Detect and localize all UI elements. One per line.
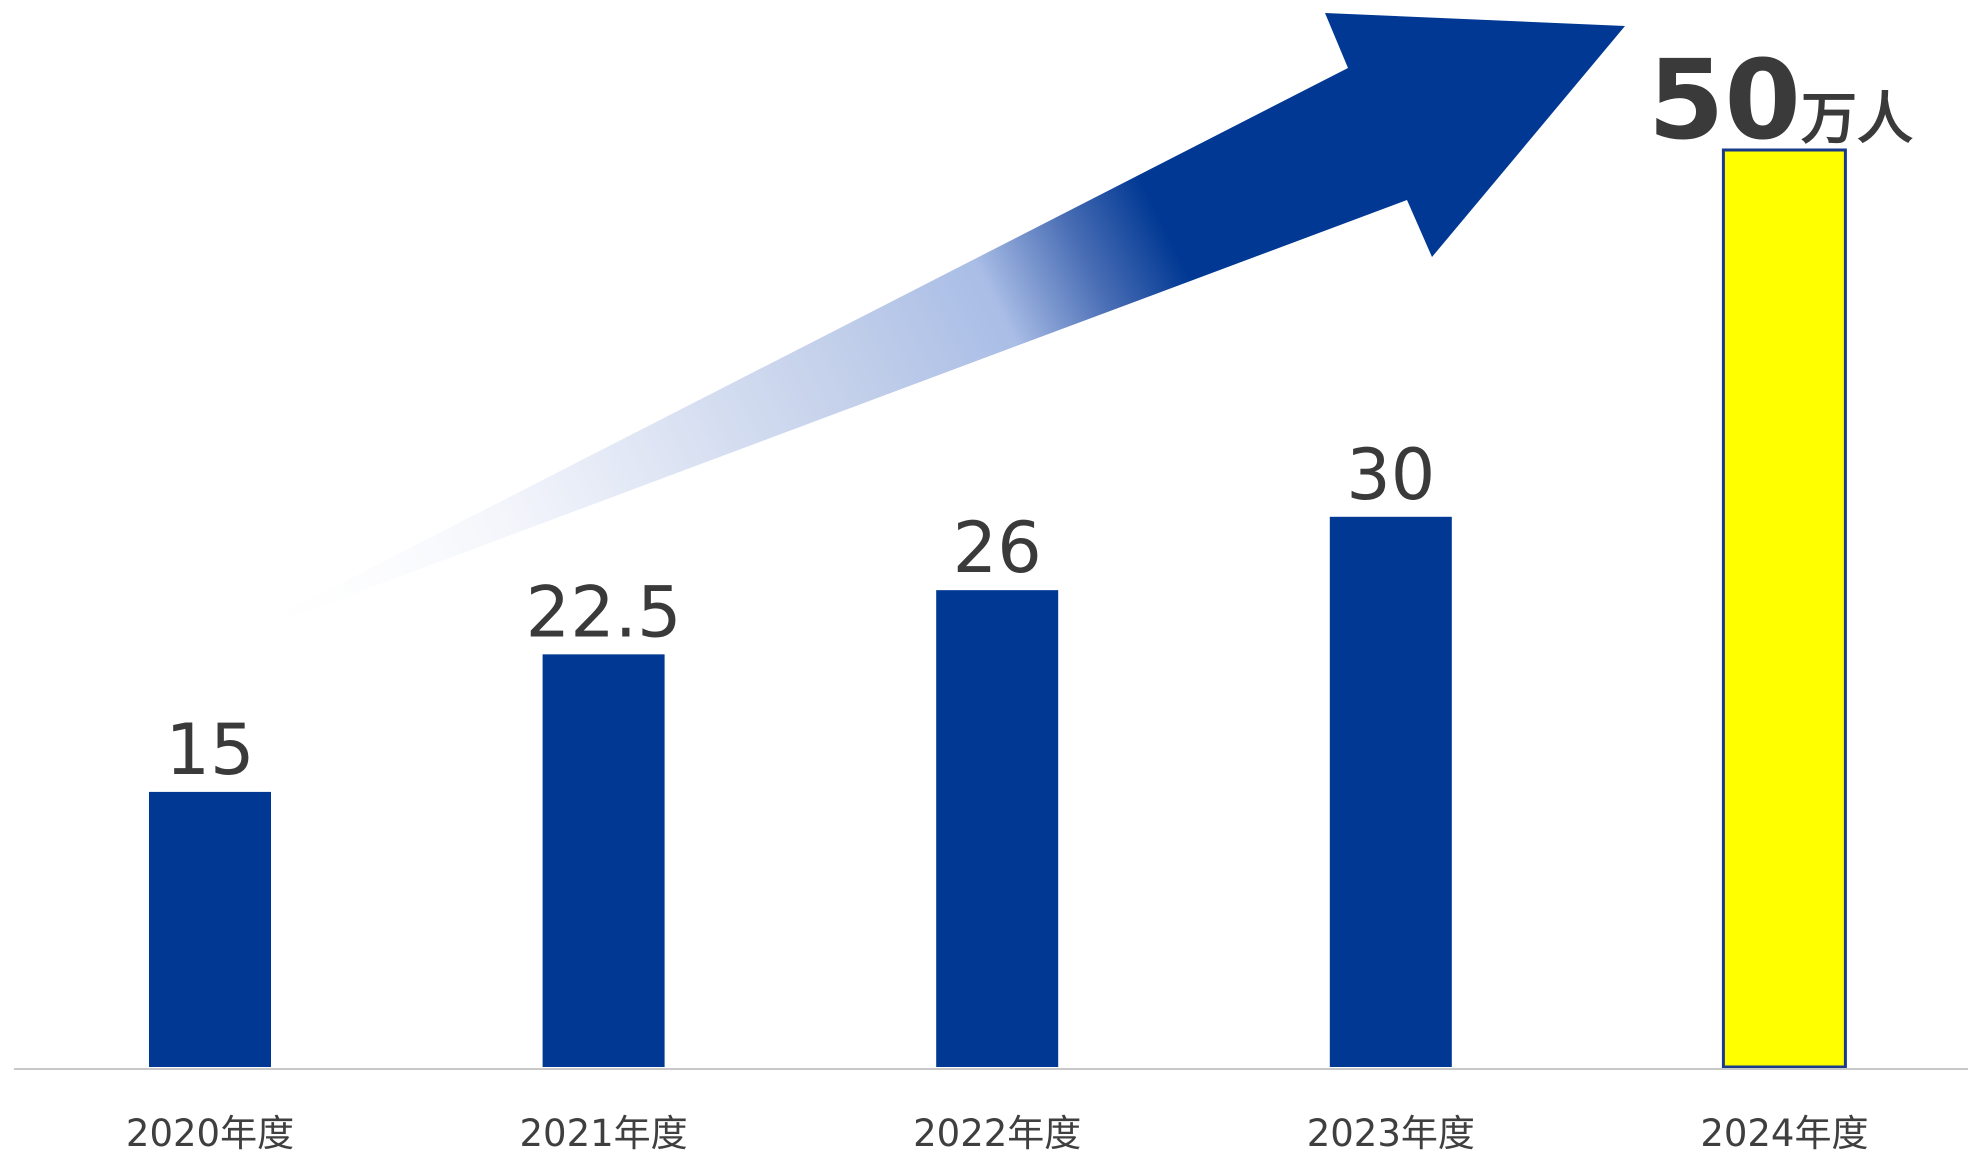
value-label-2021年度: 22.5: [526, 571, 682, 653]
x-tick-labels-group: 2020年度 2021年度 2022年度 2023年度 2024年度: [126, 1112, 1869, 1154]
bar-2020年度: [149, 791, 271, 1067]
bar-2022年度: [936, 590, 1059, 1067]
tick-label-2022年度: 2022年度: [913, 1112, 1081, 1154]
growth-arrow: [230, 13, 1625, 640]
bar-2021年度: [542, 654, 665, 1067]
value-label-number: 50: [1648, 36, 1801, 164]
bars-group: [149, 148, 1847, 1069]
value-label-2022年度: 26: [953, 507, 1042, 589]
value-label-2020年度: 15: [165, 709, 254, 791]
tick-label-2024年度: 2024年度: [1700, 1112, 1868, 1154]
tick-label-2020年度: 2020年度: [126, 1112, 294, 1154]
value-labels-group: 15 22.5 26 30 50万人: [165, 36, 1912, 791]
tick-label-2021年度: 2021年度: [520, 1112, 688, 1154]
bar-2024年度: [1721, 148, 1847, 1069]
bar-2023年度: [1329, 516, 1452, 1067]
value-label-2024年度: 50万人: [1648, 36, 1913, 164]
tick-label-2023年度: 2023年度: [1307, 1112, 1475, 1154]
value-label-2023年度: 30: [1346, 434, 1435, 516]
value-label-unit: 万人: [1801, 87, 1913, 152]
